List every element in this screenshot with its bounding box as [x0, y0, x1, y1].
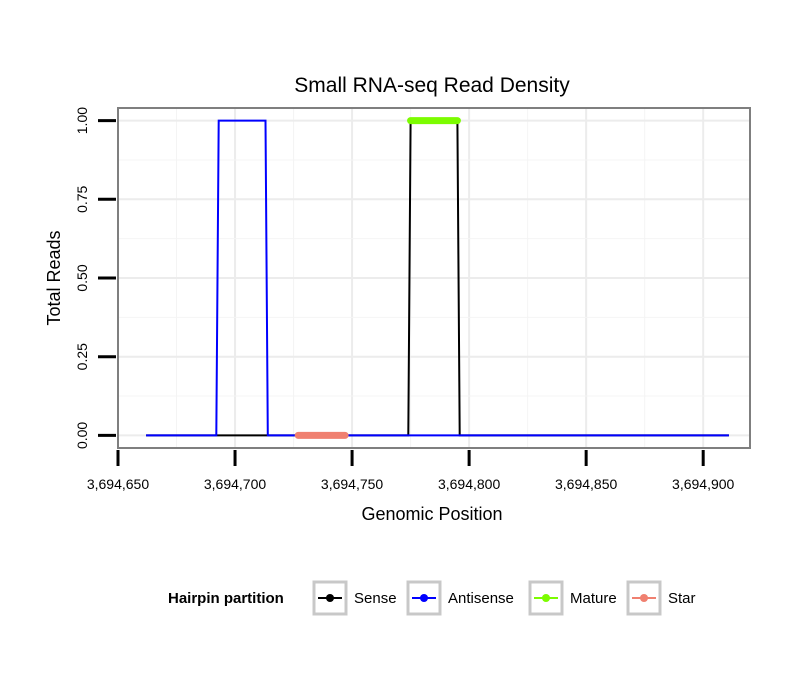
legend-label: Mature — [570, 590, 617, 607]
legend-key-point — [640, 594, 648, 602]
plot-panel-border — [117, 107, 751, 449]
legend-label: Sense — [354, 590, 397, 607]
series-layer — [146, 117, 729, 439]
x-axis-title: Genomic Position — [361, 504, 502, 524]
legend: Hairpin partition Sense Antisense Mature St… — [168, 580, 696, 616]
y-tick-label: 1.00 — [74, 107, 90, 134]
y-axis: 0.00 0.25 0.50 0.75 1.00 — [74, 107, 116, 449]
x-tick-label: 3,694,900 — [672, 476, 734, 492]
legend-key-point — [542, 594, 550, 602]
x-tick-label: 3,694,650 — [87, 476, 149, 492]
x-axis: 3,694,650 3,694,700 3,694,750 3,694,800 3,69… — [87, 450, 735, 492]
y-tick-label: 0.50 — [74, 264, 90, 291]
grid-lines — [117, 108, 750, 448]
x-tick-label: 3,694,700 — [204, 476, 266, 492]
legend-item-star: Star — [626, 580, 696, 616]
legend-label: Star — [668, 590, 696, 607]
y-tick-label: 0.00 — [74, 422, 90, 449]
legend-label: Antisense — [448, 590, 514, 607]
y-tick-label: 0.75 — [74, 185, 90, 212]
x-tick-label: 3,694,850 — [555, 476, 617, 492]
legend-item-mature: Mature — [528, 580, 617, 616]
legend-key-point — [420, 594, 428, 602]
x-tick-label: 3,694,800 — [438, 476, 500, 492]
legend-item-sense: Sense — [312, 580, 397, 616]
legend-title: Hairpin partition — [168, 590, 284, 607]
y-axis-title: Total Reads — [44, 230, 64, 325]
legend-key-point — [326, 594, 334, 602]
legend-item-antisense: Antisense — [406, 580, 514, 616]
y-tick-label: 0.25 — [74, 343, 90, 370]
x-tick-label: 3,694,750 — [321, 476, 383, 492]
chart-title: Small RNA-seq Read Density — [294, 74, 570, 97]
